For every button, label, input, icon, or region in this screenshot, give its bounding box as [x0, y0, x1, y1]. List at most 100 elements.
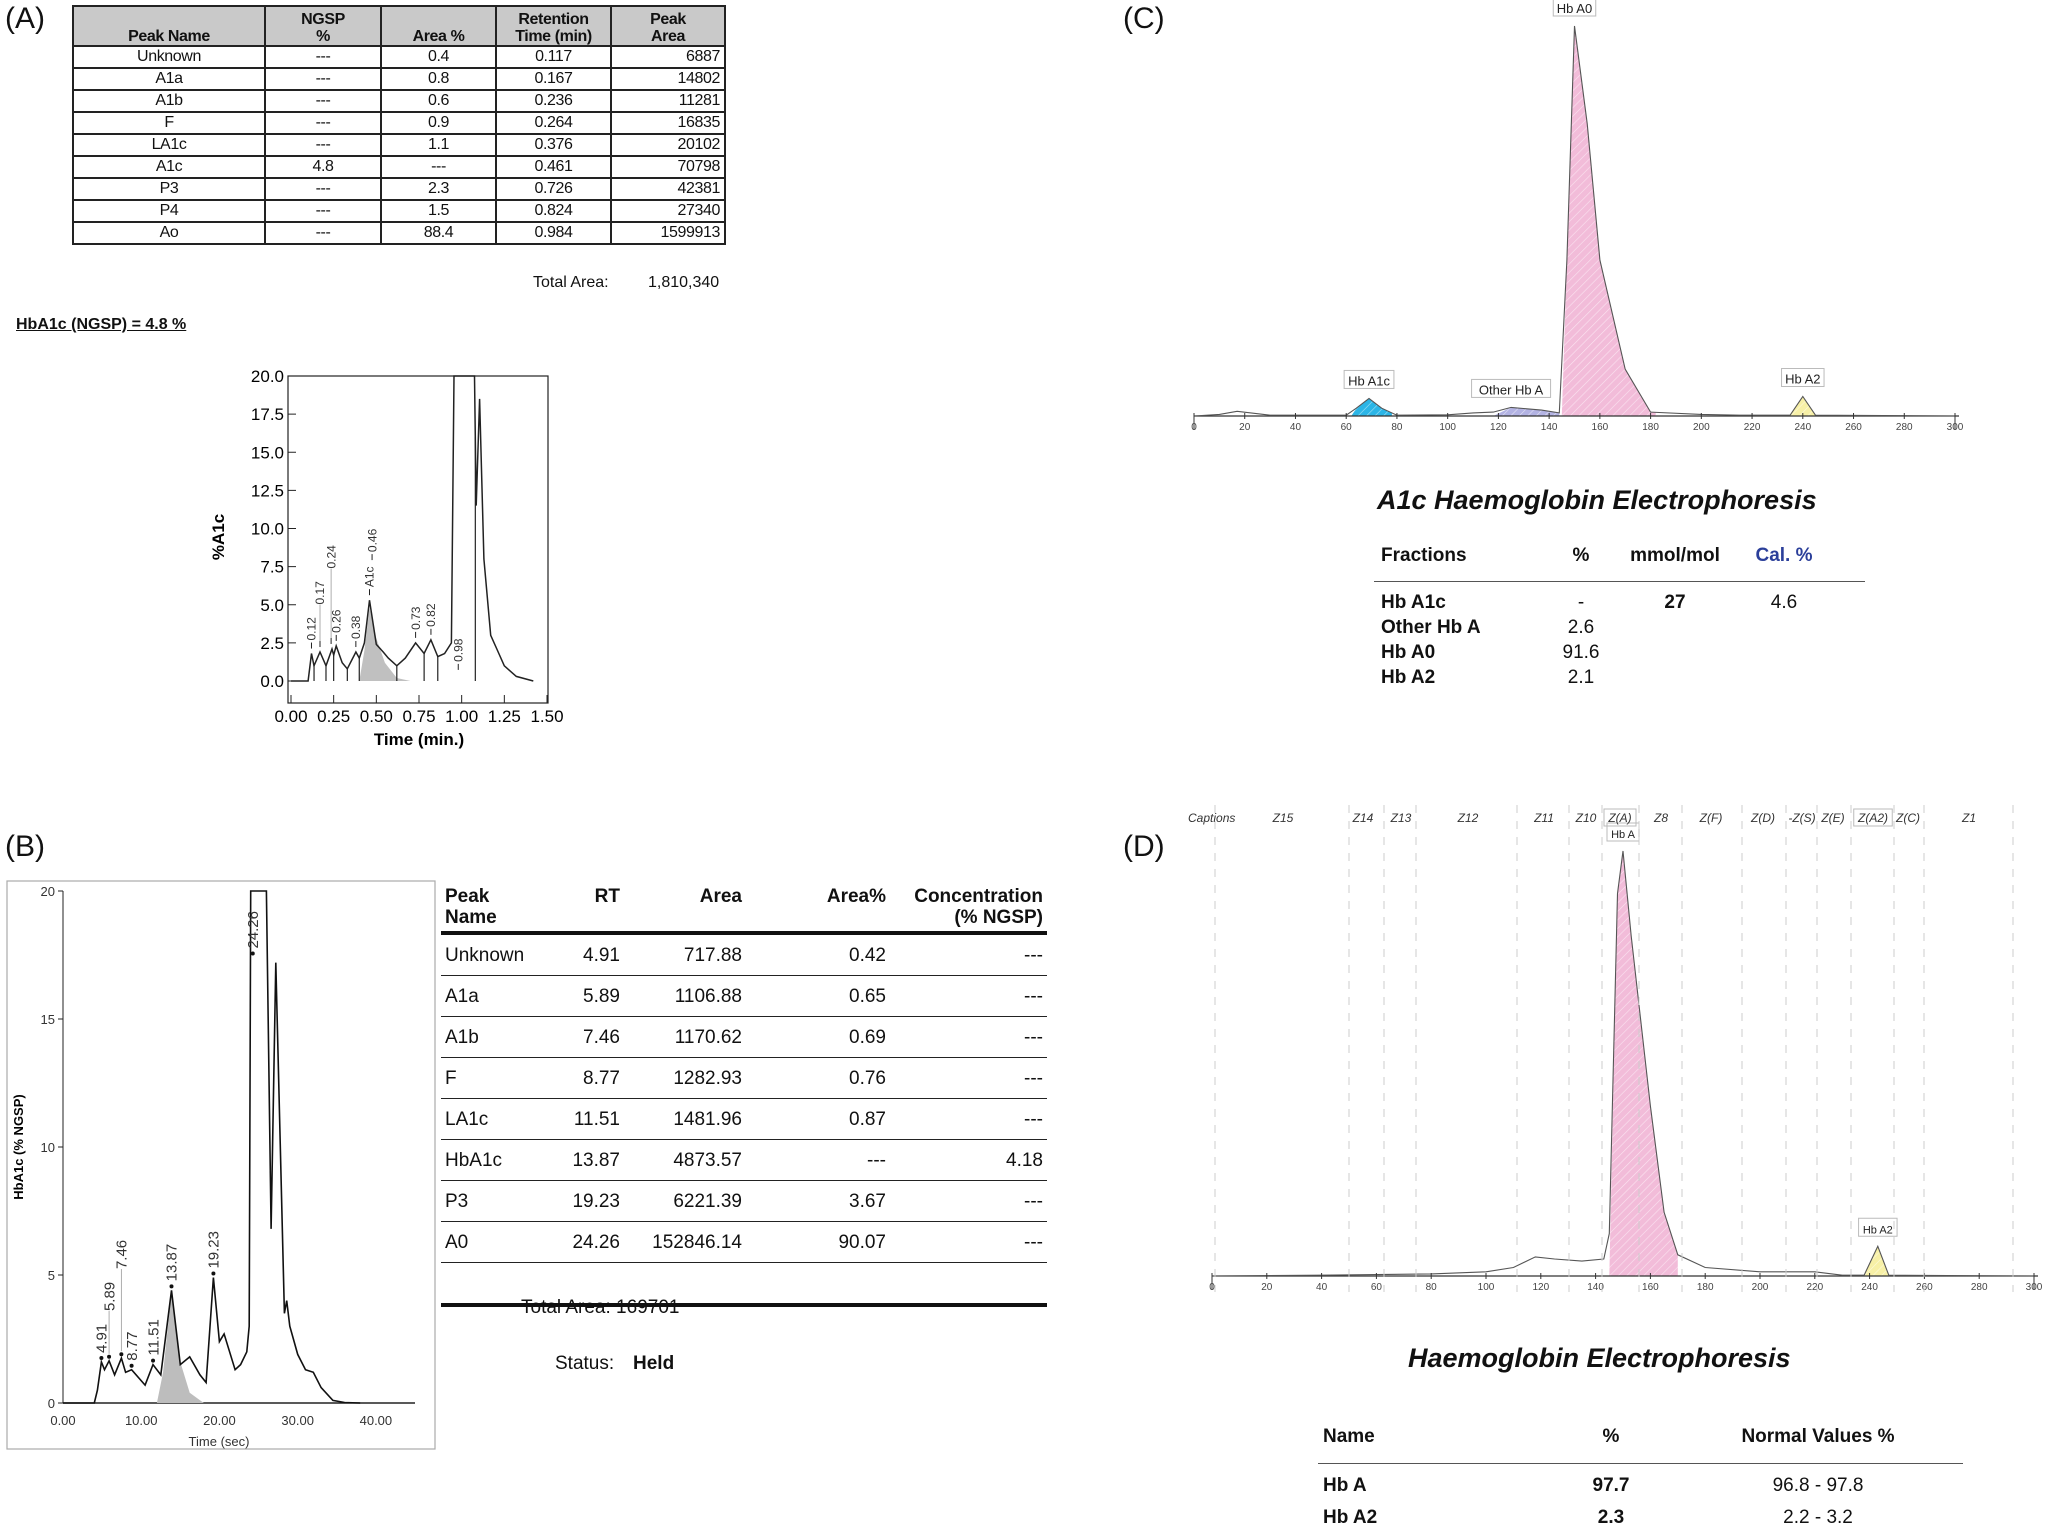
header-divider — [1318, 1463, 1963, 1464]
x-tick-label: 1.25 — [488, 707, 521, 726]
header-divider — [1374, 581, 1865, 582]
x-tick-label: 0.00 — [274, 707, 307, 726]
table-cell: 717.88 — [683, 945, 742, 966]
zone-caption: Z15 — [1272, 811, 1294, 825]
header-text: Name — [445, 907, 497, 928]
peak-marker — [119, 1352, 124, 1357]
table-cell: --- — [264, 111, 382, 135]
table-row: LA1c 11.51 1481.96 0.87 --- — [441, 1099, 1047, 1140]
column-header: Peak Name — [72, 5, 266, 47]
x-tick-label: 160 — [1642, 1282, 1659, 1293]
table-cell: 13.87 — [572, 1150, 620, 1171]
table-cell: Hb A2 — [1323, 1507, 1378, 1528]
table-cell: Unknown — [72, 45, 266, 69]
zone-caption: Z14 — [1352, 811, 1374, 825]
table-cell: 91.6 — [1562, 642, 1600, 663]
x-tick-label: 280 — [1971, 1282, 1988, 1293]
table-body: Unknown --- 0.4 0.117 6887 A1a --- 0.8 0.167 1480… — [72, 45, 726, 245]
column-header: Concentration (% NGSP) — [914, 886, 1043, 928]
table-cell: 0.824 — [495, 199, 612, 223]
table-cell: Unknown — [445, 945, 525, 966]
chart-frame — [6, 880, 436, 1450]
y-tick-label: 12.5 — [251, 481, 284, 500]
table-cell: 2.2 - 3.2 — [1783, 1507, 1853, 1528]
table-cell: 4.91 — [583, 945, 620, 966]
table-row: A1b 7.46 1170.62 0.69 --- — [441, 1017, 1047, 1058]
table-header-row: Peak Name RT Area Area% Concentration (% NGSP) — [441, 886, 1047, 935]
fraction-label: Hb A0 — [1557, 1, 1592, 16]
table-cell: 11281 — [610, 89, 726, 113]
header-text: Area% — [826, 886, 886, 907]
table-cell: P3 — [72, 177, 266, 201]
column-header: RT — [595, 886, 620, 907]
table-cell: --- — [867, 1150, 886, 1171]
peak-marker — [129, 1363, 134, 1368]
y-tick-label: 17.5 — [251, 405, 284, 424]
zone-caption: Z8 — [1653, 811, 1668, 825]
status-value: Held — [633, 1353, 675, 1374]
x-tick-label: 180 — [1697, 1282, 1714, 1293]
table-cell: A1b — [445, 1027, 479, 1048]
table-row-empty — [441, 1263, 1047, 1307]
table-cell: F — [445, 1068, 457, 1089]
table-row: P3 --- 2.3 0.726 42381 — [72, 177, 726, 201]
table-cell: 24.26 — [572, 1232, 620, 1253]
y-tick-label: 10 — [41, 1140, 55, 1155]
zone-caption: Z(E) — [1820, 811, 1844, 825]
header-text: RT — [594, 886, 620, 907]
x-tick-label: 220 — [1806, 1282, 1823, 1293]
table-cell: --- — [264, 199, 382, 223]
table-cell: Hb A — [1323, 1475, 1367, 1496]
table-row: Ao --- 88.4 0.984 1599913 — [72, 221, 726, 245]
x-tick-label: 40 — [1290, 422, 1302, 433]
fraction-label: Hb A — [1611, 829, 1636, 841]
x-tick-label: 0.25 — [317, 707, 350, 726]
column-header: Retention Time (min) — [495, 5, 612, 47]
peak-label: 0.98 — [451, 638, 465, 662]
peak-table-b: Peak Name RT Area Area% Concentration (% NGSP)… — [441, 886, 1047, 1307]
x-tick-label: 300 — [1947, 422, 1964, 433]
column-header: Name — [1323, 1426, 1375, 1447]
table-cell: 4.6 — [1770, 592, 1798, 613]
panel-label-d: (D) — [1123, 830, 1165, 863]
y-tick-label: 20 — [41, 884, 55, 899]
table-cell: 0.8 — [380, 67, 497, 91]
y-tick-label: 5.0 — [260, 596, 284, 615]
table-cell: 1170.62 — [674, 1027, 742, 1048]
peak-label: 5.89 — [101, 1282, 118, 1311]
panel-label-a: (A) — [5, 2, 45, 35]
table-cell: 16835 — [610, 111, 726, 135]
zone-caption: Z(A2) — [1857, 811, 1888, 825]
table-cell: 152846.14 — [652, 1232, 742, 1253]
x-tick-label: 0 — [1209, 1282, 1215, 1293]
table-cell: 42381 — [610, 177, 726, 201]
table-row: A1a 5.89 1106.88 0.65 --- — [441, 976, 1047, 1017]
peak-label: 4.91 — [94, 1324, 111, 1353]
zone-caption: Z11 — [1533, 811, 1554, 825]
x-tick-label: 240 — [1861, 1282, 1878, 1293]
peak-label: 0.38 — [349, 615, 363, 639]
table-cell: 0.167 — [495, 67, 612, 91]
x-tick-label: 80 — [1426, 1282, 1438, 1293]
table-cell: --- — [1024, 945, 1043, 966]
hba1c-shaded-area — [156, 1292, 204, 1403]
table-cell: 11.51 — [573, 1109, 620, 1130]
table-cell: 96.8 - 97.8 — [1772, 1475, 1864, 1496]
table-cell: 2.3 — [1597, 1507, 1625, 1528]
status-label: Status: — [555, 1353, 615, 1374]
y-tick-label: 0 — [48, 1396, 55, 1411]
table-cell: 0.65 — [849, 986, 886, 1007]
table-row: Unknown --- 0.4 0.117 6887 — [72, 45, 726, 69]
table-cell: 27340 — [610, 199, 726, 223]
chart-d: Hb A Hb A2 0 20 40 60 80 100 120 140 160 180 200 220 2… — [1188, 805, 2043, 1293]
table-cell: A1c — [72, 155, 266, 179]
y-axis-label: %A1c — [209, 514, 228, 560]
fraction-label: Other Hb A — [1479, 382, 1544, 397]
table-cell: A0 — [445, 1232, 469, 1253]
x-tick-label: 100 — [1478, 1282, 1495, 1293]
fraction-fill — [1561, 26, 1656, 416]
hba1c-result: HbA1c (NGSP) = 4.8 % — [16, 316, 187, 333]
y-tick-label: 5 — [48, 1268, 55, 1283]
table-cell: 0.9 — [380, 111, 497, 135]
x-tick-label: 260 — [1916, 1282, 1933, 1293]
